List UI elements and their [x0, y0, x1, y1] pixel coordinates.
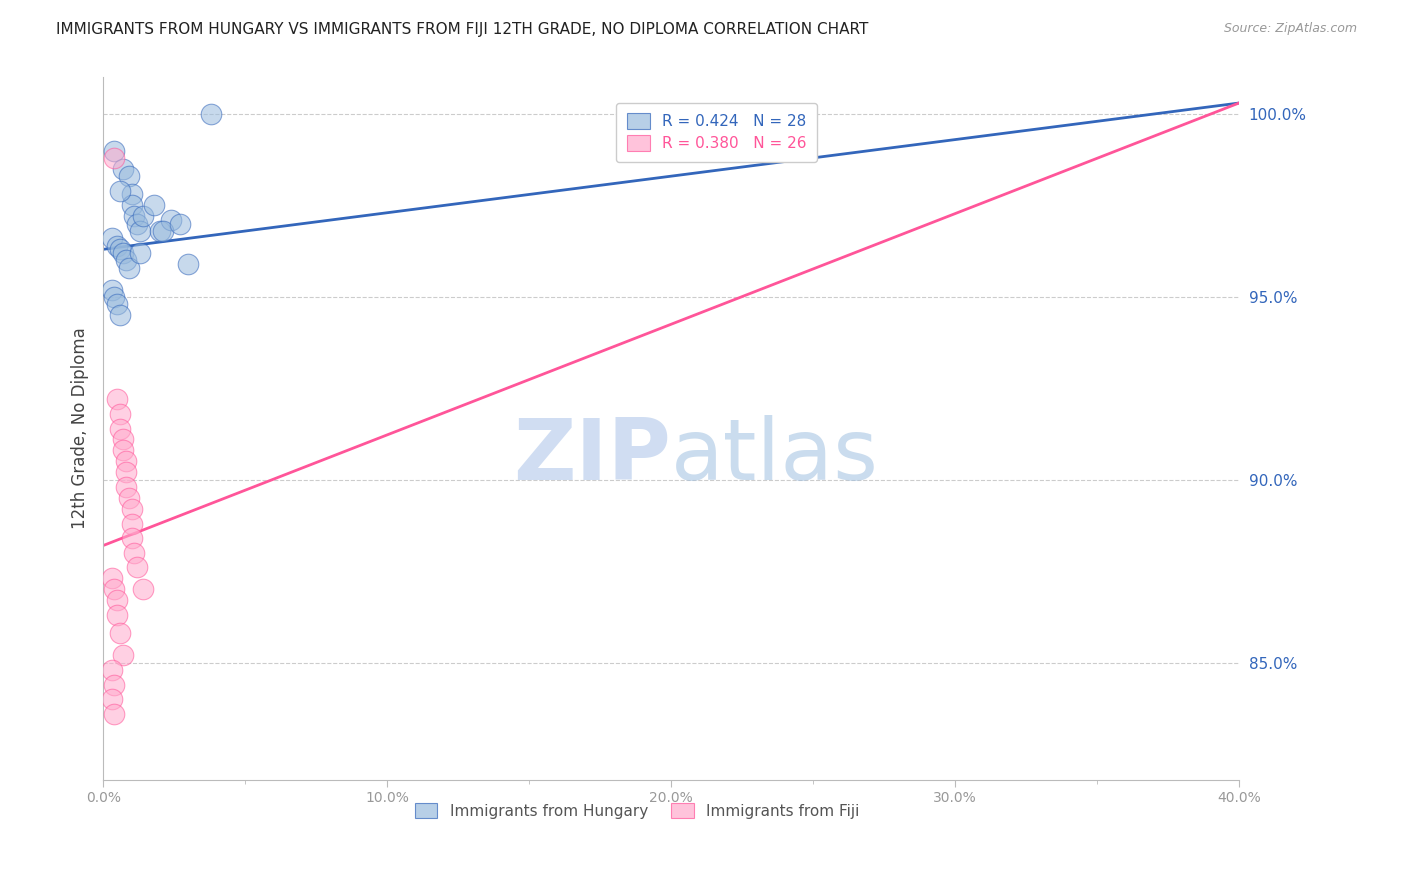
Y-axis label: 12th Grade, No Diploma: 12th Grade, No Diploma	[72, 327, 89, 529]
Point	[108, 407, 131, 421]
Point	[103, 144, 125, 158]
Point	[115, 480, 138, 494]
Point	[177, 257, 200, 271]
Point	[103, 290, 125, 304]
Point	[121, 198, 143, 212]
Point	[115, 253, 138, 268]
Point	[111, 433, 134, 447]
Point	[108, 243, 131, 257]
Point	[127, 217, 149, 231]
Point	[100, 663, 122, 677]
Point	[111, 161, 134, 176]
Point	[103, 151, 125, 165]
Point	[118, 260, 141, 275]
Point	[121, 502, 143, 516]
Point	[108, 626, 131, 640]
Point	[118, 491, 141, 505]
Point	[105, 392, 128, 407]
Point	[124, 210, 146, 224]
Point	[160, 213, 183, 227]
Point	[129, 246, 152, 260]
Text: Source: ZipAtlas.com: Source: ZipAtlas.com	[1223, 22, 1357, 36]
Point	[100, 231, 122, 245]
Text: atlas: atlas	[671, 415, 879, 498]
Point	[152, 224, 174, 238]
Point	[143, 198, 166, 212]
Point	[100, 692, 122, 706]
Point	[103, 677, 125, 691]
Text: IMMIGRANTS FROM HUNGARY VS IMMIGRANTS FROM FIJI 12TH GRADE, NO DIPLOMA CORRELATI: IMMIGRANTS FROM HUNGARY VS IMMIGRANTS FR…	[56, 22, 869, 37]
Point	[132, 210, 155, 224]
Point	[105, 593, 128, 607]
Text: ZIP: ZIP	[513, 415, 671, 498]
Point	[127, 560, 149, 574]
Point	[105, 297, 128, 311]
Point	[100, 283, 122, 297]
Point	[108, 308, 131, 322]
Point	[121, 187, 143, 202]
Point	[105, 238, 128, 252]
Point	[169, 217, 191, 231]
Point	[115, 454, 138, 468]
Point	[200, 107, 222, 121]
Point	[111, 443, 134, 458]
Point	[105, 608, 128, 623]
Point	[100, 572, 122, 586]
Point	[132, 582, 155, 597]
Point	[124, 546, 146, 560]
Point	[129, 224, 152, 238]
Point	[111, 246, 134, 260]
Point	[103, 706, 125, 721]
Legend: Immigrants from Hungary, Immigrants from Fiji: Immigrants from Hungary, Immigrants from…	[408, 797, 866, 824]
Point	[111, 648, 134, 663]
Point	[149, 224, 172, 238]
Point	[115, 466, 138, 480]
Point	[108, 421, 131, 435]
Point	[121, 516, 143, 531]
Point	[121, 531, 143, 545]
Point	[108, 184, 131, 198]
Point	[118, 169, 141, 184]
Point	[103, 582, 125, 597]
